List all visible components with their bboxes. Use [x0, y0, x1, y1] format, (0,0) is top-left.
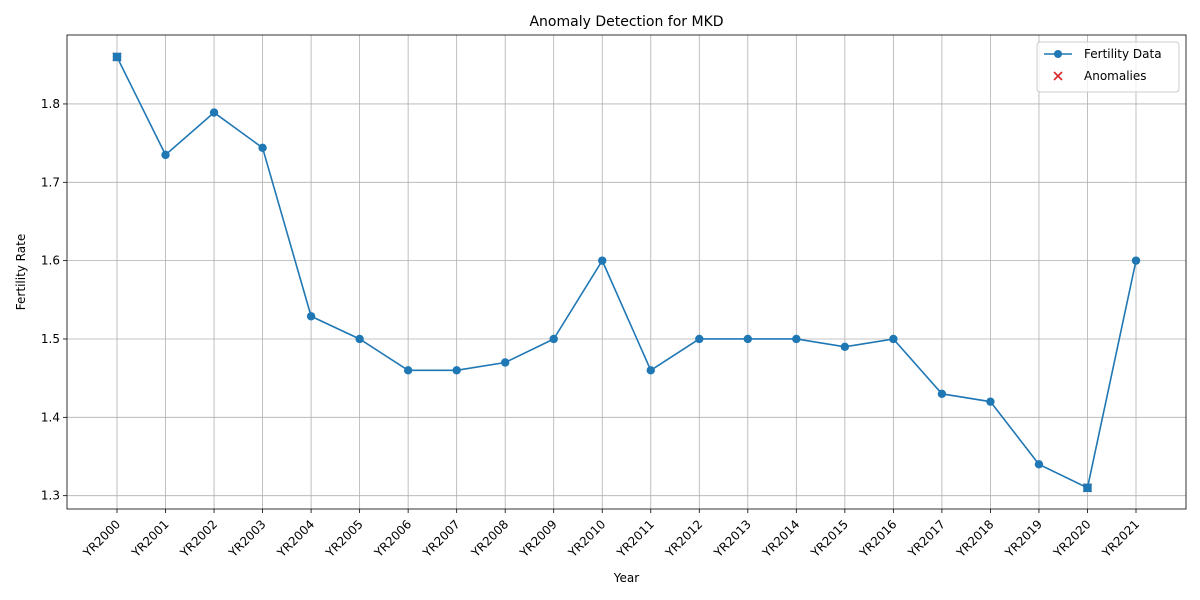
x-tick-label: YR2004	[274, 517, 317, 560]
data-point	[1034, 460, 1044, 469]
y-tick-label: 1.8	[41, 97, 60, 111]
legend-label-anomalies: Anomalies	[1084, 69, 1147, 83]
data-point	[1131, 256, 1141, 265]
x-tick-label: YR2014	[759, 517, 802, 560]
data-point	[937, 389, 947, 399]
x-tick-label: YR2016	[856, 517, 899, 560]
data-point	[598, 256, 607, 265]
data-point	[549, 334, 558, 344]
anomaly-highlight	[112, 52, 122, 62]
x-tick-label: YR2005	[322, 517, 365, 560]
data-point	[695, 334, 704, 344]
x-tick-label: YR2000	[80, 517, 123, 560]
series-line	[116, 56, 1137, 490]
x-tick-label: YR2019	[1002, 517, 1045, 560]
data-point	[889, 334, 898, 344]
x-tick-label: YR2012	[662, 517, 705, 560]
legend-marker-sample	[1054, 50, 1062, 58]
data-point	[792, 334, 801, 344]
y-axis-title: Fertility Rate	[14, 234, 28, 310]
y-tick-label: 1.5	[41, 332, 60, 346]
x-tick-label: YR2006	[371, 517, 414, 560]
legend-box	[1036, 41, 1180, 93]
x-tick-label: YR2002	[177, 517, 220, 560]
data-point	[500, 358, 510, 367]
legend-x-stroke	[1053, 71, 1063, 81]
legend-anomaly-marker	[1053, 71, 1063, 81]
y-tick-label: 1.3	[41, 489, 60, 503]
x-tick-label: YR2013	[711, 517, 754, 560]
x-tick-label: YR2021	[1099, 517, 1142, 560]
x-tick-label: YR2020	[1050, 517, 1093, 560]
x-axis-title: Year	[613, 571, 639, 585]
grid	[67, 35, 1186, 509]
chart-title: Anomaly Detection for MKD	[529, 14, 723, 30]
data-point	[986, 397, 995, 406]
data-point	[743, 334, 753, 344]
x-tick-label: YR2001	[128, 517, 171, 560]
legend-label-fertility: Fertility Data	[1084, 47, 1162, 61]
data-point	[161, 150, 170, 160]
x-tick-label: YR2009	[517, 517, 560, 560]
legend: Fertility Data Anomalies	[1036, 41, 1180, 93]
x-tick-label: YR2003	[225, 517, 268, 560]
x-tick-label: YR2015	[808, 517, 851, 560]
data-point	[452, 366, 461, 375]
x-tick-label: YR2018	[953, 517, 996, 560]
data-point	[258, 143, 267, 153]
y-tick-label: 1.4	[41, 410, 60, 424]
data-point	[403, 366, 413, 375]
y-tick-label: 1.7	[41, 175, 60, 189]
plot-area	[112, 52, 1141, 493]
y-tick-label: 1.6	[41, 254, 60, 268]
x-tick-label: YR2011	[614, 517, 657, 560]
data-point	[209, 108, 219, 117]
anomaly-highlight	[1083, 483, 1092, 493]
data-point	[306, 312, 316, 321]
data-point	[355, 334, 364, 344]
x-tick-label: YR2007	[419, 517, 462, 560]
x-tick-label: YR2017	[905, 517, 948, 560]
data-point	[646, 366, 655, 375]
plot-frame	[66, 34, 1187, 510]
x-tick-label: YR2010	[565, 517, 608, 560]
data-point	[840, 342, 850, 352]
x-tick-label: YR2008	[468, 517, 511, 560]
